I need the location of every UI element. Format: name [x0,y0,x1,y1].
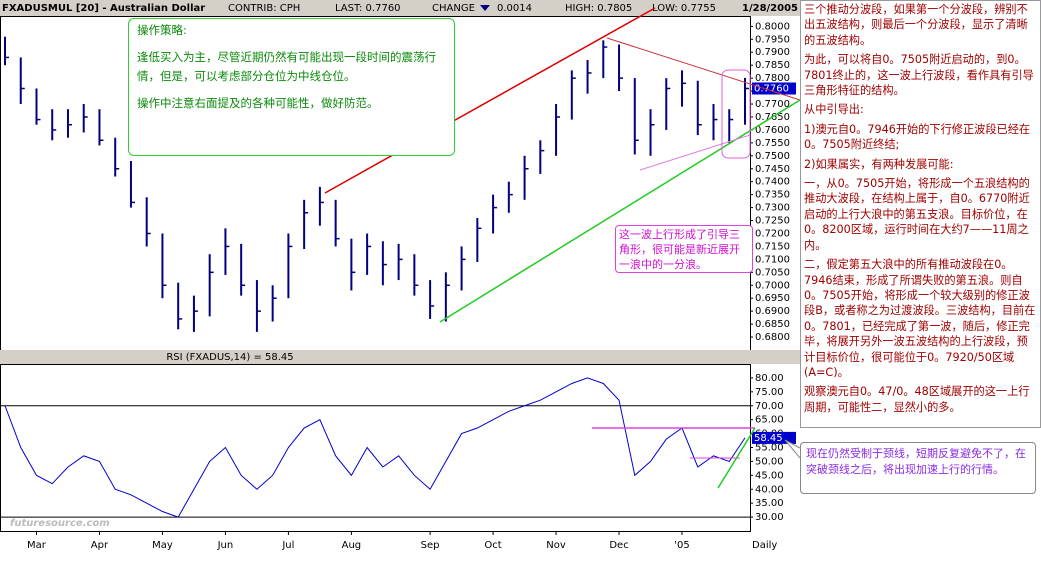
analysis-paragraph: 为此，可以将自0。7505附近启动的，到0。7801终止的，这一波上行波段，看作… [804,53,1034,98]
y-tick-label: 75.00 [755,387,784,398]
marks: 0.6800 0.6850 0.6900 0.6950 0.7000 0.7050 0.71… [1,21,796,551]
support-trendline [439,99,800,323]
rsi-line [4,377,746,518]
y-tick-label: 0.7150 [755,241,790,252]
rsi-trendline [717,427,756,489]
analysis-paragraph: 三个推动分波段，如果第一个分波段，辨别不出五波结构，则最后一个分波段，显示了清晰… [804,3,1028,47]
x-tick-label: Nov [546,540,566,551]
triangle-line [639,134,751,171]
x-tick-label: Mar [27,540,47,551]
chart-title: FXADUSMUL [20] - Australian Dollar [2,3,205,14]
resistance-trendline [324,7,656,194]
strategy-text: 逢低买入为主，尽管近期仍然有可能出现一段时间的震荡行情，但是，可以考虑部分仓位为… [137,50,436,83]
analysis-paragraph: 观察澳元自0。47/0。48区域展开的这一上行周期，可能性二，显然小的多。 [804,385,1030,414]
header-last: LAST: 0.7760 [335,3,401,14]
y-tick-label: 50.00 [755,456,784,467]
y-tick-label: 0.7100 [755,254,790,265]
y-tick-label: 55.00 [755,443,784,454]
x-tick-label: '05 [674,540,689,551]
neckline-note: 现在仍然受制于颈线，短期反复避免不了，在突破颈线之后，将出现加速上行的行情。 [800,442,1036,494]
analysis-paragraph: 二，假定第五大浪中的所有推动波段在0。7946结束，形成了所谓失败的第五浪。则自… [804,258,1036,379]
last-rsi-marker [752,431,796,444]
header-bar [0,0,800,16]
analysis-paragraph: 2)如果属实，有两种发展可能: [804,157,954,171]
rsi-title: RSI (FXADUS,14) = 58.45 [166,352,293,363]
x-tick-label: Dec [609,540,628,551]
y-tick-label: 45.00 [755,470,784,481]
last-price-marker [752,82,796,95]
y-tick-label: 35.00 [755,498,784,509]
y-tick-label: 0.7000 [755,280,790,291]
y-tick-label: 0.7800 [755,73,790,84]
y-tick-label: 0.7200 [755,228,790,239]
header-change-label: CHANGE [432,3,475,14]
y-tick-label: 0.8000 [755,21,790,32]
rsi-panel [0,364,751,532]
y-tick-label: 0.7300 [755,203,790,214]
price-panel [0,16,751,351]
y-tick-label: 80.00 [755,373,784,384]
x-tick-label: Sep [421,540,440,551]
x-tick-label: Aug [342,540,362,551]
y-tick-label: 0.7550 [755,138,790,149]
x-tick-label: Apr [91,540,109,551]
y-tick-label: 0.7700 [755,99,790,110]
rsi-header-bar [0,350,800,364]
header-high: HIGH: 0.7805 [565,3,632,14]
y-tick-label: 0.7900 [755,47,790,58]
y-tick-label: 0.7600 [755,125,790,136]
y-tick-label: 70.00 [755,401,784,412]
y-tick-label: 0.7450 [755,164,790,175]
triangle-highlight [721,69,751,159]
neckline [606,37,800,101]
chart: FXADUSMUL [20] - Australian Dollar CONTR… [0,0,800,551]
triangle-note: 这一波上行形成了引导三角形，很可能是新近展开一浪中的一分浪。 [615,225,753,273]
last-price-label: 0.7760 [754,83,789,94]
x-tick-label: Jul [281,540,294,551]
y-tick-label: 0.7500 [755,151,790,162]
y-tick-label: 0.7850 [755,60,790,71]
analysis-paragraph: 1)澳元自0。7946开始的下行修正波段已经在0。7505附近终结; [804,122,1031,152]
down-arrow [480,5,490,11]
y-tick-label: 0.7400 [755,177,790,188]
watermark: futuresource.com [10,518,110,529]
header-low: LOW: 0.7755 [652,3,716,14]
y-tick-label: 0.6900 [755,306,790,317]
strategy-title: 操作策略: [137,23,187,37]
y-tick-label: 0.7950 [755,34,790,45]
strategy-text: 操作中注意右面提及的各种可能性，做好防范。 [137,96,379,110]
header-contrib: CONTRIB: CPH [228,3,300,14]
last-rsi-label: 58.45 [754,433,783,444]
y-tick-label: 0.7050 [755,267,790,278]
y-tick-label: 40.00 [755,484,784,495]
y-tick-label: 30.00 [755,512,784,523]
y-tick-label: 0.7350 [755,190,790,201]
analysis-paragraph: 从中引导出: [804,103,864,117]
x-tick-label: May [152,540,173,551]
callout-pointer [784,439,800,459]
header-date: 1/28/2005 [742,3,798,14]
header-change: 0.0014 [497,3,532,14]
y-tick-label: 0.6950 [755,293,790,304]
strategy-note: 操作策略: 逢低买入为主，尽管近期仍然有可能出现一段时间的震荡行情，但是，可以考… [128,18,455,156]
analysis-note: 三个推动分波段，如果第一个分波段，辨别不出五波结构，则最后一个分波段，显示了清晰… [800,0,1041,428]
x-axis-label: Daily [752,540,777,551]
analysis-paragraph: 一，从0。7505开始，将形成一个五浪结构的推动大波段，在结构上属于，自0。67… [804,177,1030,252]
y-tick-label: 0.6850 [755,319,790,330]
y-tick-label: 0.6800 [755,332,790,343]
x-tick-label: Jun [217,540,234,551]
y-tick-label: 0.7250 [755,216,790,227]
x-tick-label: Oct [484,540,501,551]
y-tick-label: 65.00 [755,415,784,426]
